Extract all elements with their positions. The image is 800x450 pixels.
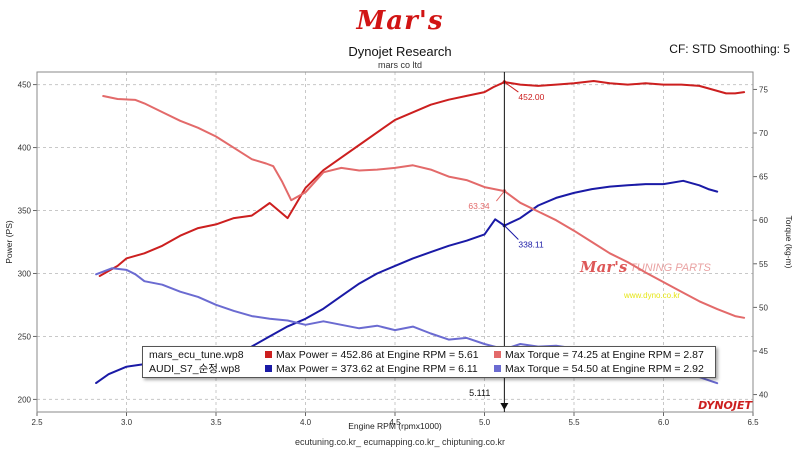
axes: 2.5 3.0 3.5 4.0 4.5 5.0 5.5 6.0 6.5 200 250 300 350 4…: [18, 81, 769, 427]
chart-title: Dynojet Research: [348, 44, 452, 59]
y-axis-label: Power (PS): [4, 220, 14, 264]
y2-axis-label: Torque (kg-m): [784, 216, 794, 269]
y2-tick-label: 50: [759, 303, 768, 312]
annotation-leader: [504, 225, 519, 240]
legend-swatch-power: [265, 365, 272, 372]
legend-swatch-torque: [494, 351, 501, 358]
y-tick-label: 300: [18, 269, 32, 278]
legend-max-torque: Max Torque = 54.50 at Engine RPM = 2.92: [505, 363, 704, 375]
dynojet-logo: DYNOJET: [698, 399, 753, 412]
y-tick-label: 350: [18, 207, 32, 216]
brand-logo: Mar's: [356, 6, 444, 36]
cursor-label: 5.111: [469, 388, 490, 398]
x-tick-label: 3.0: [121, 418, 133, 427]
x-tick-label: 4.5: [389, 418, 401, 427]
y2-tick-label: 75: [759, 85, 768, 94]
x-tick-label: 5.0: [479, 418, 491, 427]
annotation-leader: [504, 81, 519, 93]
cursor-marker-icon: [500, 403, 509, 410]
y2-tick-label: 70: [759, 129, 768, 138]
y2-tick-label: 40: [759, 391, 768, 400]
legend-max-power: Max Power = 373.62 at Engine RPM = 6.11: [276, 363, 478, 375]
watermark-text: TUNING PARTS: [630, 262, 712, 274]
x-tick-label: 2.5: [31, 418, 43, 427]
x-tick-label: 4.0: [300, 418, 312, 427]
y-tick-label: 200: [18, 395, 32, 404]
footer-text: ecutuning.co.kr_ ecumapping.co.kr_ chipt…: [294, 437, 506, 447]
legend: mars_ecu_tune.wp8 Max Power = 452.86 at E…: [142, 346, 716, 378]
annotation-leader: [495, 190, 505, 202]
correction-settings: CF: STD Smoothing: 5: [669, 42, 790, 56]
x-tick-label: 6.0: [658, 418, 670, 427]
y-tick-label: 450: [18, 81, 32, 90]
series-line-0: [98, 80, 746, 277]
x-tick-label: 6.5: [747, 418, 759, 427]
plot-frame: [36, 71, 754, 413]
series-layer: [95, 80, 746, 385]
watermark: Mar's TUNING PARTS www.dyno.co.kr: [579, 258, 712, 300]
legend-row-tune: mars_ecu_tune.wp8 Max Power = 452.86 at E…: [149, 348, 704, 362]
annotations: 452.00 63.34 338.11: [468, 80, 545, 249]
annotation-label: 338.11: [518, 239, 544, 249]
y2-tick-label: 65: [759, 173, 768, 182]
legend-swatch-power: [265, 351, 272, 358]
x-tick-label: 5.5: [568, 418, 580, 427]
legend-row-stock: AUDI_S7_순정.wp8 Max Power = 373.62 at Engi…: [149, 362, 704, 376]
legend-max-power: Max Power = 452.86 at Engine RPM = 5.61: [276, 349, 479, 361]
watermark-brand: Mar's: [579, 258, 628, 276]
series-line-2: [102, 95, 746, 319]
x-tick-label: 3.5: [210, 418, 222, 427]
watermark-url: www.dyno.co.kr: [623, 291, 680, 300]
y-tick-label: 250: [18, 332, 32, 341]
dynojet-logo-text: DYNOJET: [698, 399, 753, 412]
chart-subtitle: mars co ltd: [377, 60, 422, 70]
legend-file-name: mars_ecu_tune.wp8: [149, 349, 244, 361]
y2-tick-label: 60: [759, 216, 768, 225]
legend-max-torque: Max Torque = 74.25 at Engine RPM = 2.87: [505, 349, 704, 361]
legend-file-name: AUDI_S7_순정.wp8: [149, 363, 241, 375]
y2-tick-label: 45: [759, 347, 768, 356]
y2-tick-label: 55: [759, 260, 768, 269]
annotation-label: 63.34: [468, 201, 490, 211]
y-tick-label: 400: [18, 144, 32, 153]
legend-swatch-torque: [494, 365, 501, 372]
x-axis-label: Engine RPM (rpmx1000): [348, 421, 442, 431]
annotation-label: 452.00: [518, 92, 544, 102]
